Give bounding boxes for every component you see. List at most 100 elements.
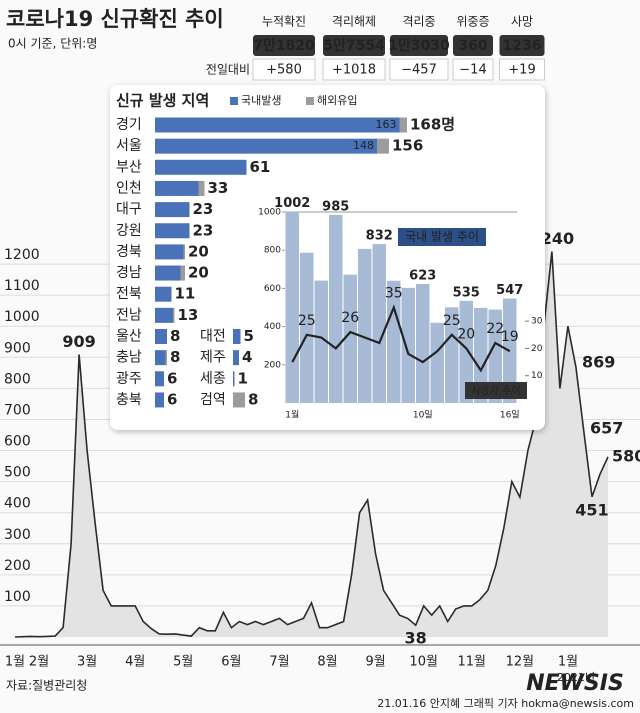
stat-box: [453, 35, 493, 56]
category-label: 경북: [116, 244, 142, 260]
category-label: 충북: [116, 392, 142, 408]
y2-tick-label: 10: [531, 371, 543, 381]
total-label: 20: [188, 242, 209, 260]
y-tick-label: 400: [4, 496, 31, 512]
series-tag-box: [398, 228, 486, 246]
bar: [416, 284, 430, 403]
x-tick-label: 1월: [285, 409, 299, 421]
bar-value-label: 163: [376, 118, 397, 131]
bar-value-label: 535: [453, 285, 480, 300]
x-tick-label: 16일: [500, 410, 520, 421]
y-tick-label: 1000: [4, 309, 40, 325]
x-tick-label: 11월: [458, 655, 487, 670]
total-label: 5: [244, 327, 254, 345]
category-label: 대전: [200, 329, 226, 345]
x-tick-label: 5월: [173, 655, 193, 670]
death-value-label: 35: [385, 286, 403, 302]
category-label: 경남: [116, 265, 142, 281]
series-tag-box: [465, 382, 527, 399]
bar: [372, 244, 386, 403]
category-label: 제주: [200, 350, 226, 366]
x-tick-label: 4월: [125, 655, 145, 670]
y-tick-label: 500: [4, 465, 31, 481]
total-label: 6: [167, 390, 177, 408]
bar: [343, 274, 357, 403]
stat-header: 사망: [511, 15, 533, 29]
category-label: 울산: [116, 329, 142, 345]
legend-swatch: [306, 97, 314, 105]
bar: [401, 287, 415, 403]
total-label: 156: [392, 137, 423, 155]
x-tick-label: 10일: [413, 410, 433, 421]
series-tag: 국내 발생 추이: [405, 230, 479, 244]
bar-segment: [233, 371, 235, 387]
category-label: 서울: [116, 138, 142, 154]
x-tick-label: 8월: [317, 655, 337, 670]
x-tick-label: 1월: [558, 655, 578, 670]
bar-segment: [183, 244, 185, 260]
bar-segment: [377, 138, 389, 154]
stat-header: 위중증: [456, 15, 489, 29]
bar-value-label: 623: [409, 269, 436, 284]
total-label: 8: [248, 390, 258, 408]
total-label: 20: [188, 264, 209, 282]
bar-segment: [155, 265, 181, 281]
x-tick-label: 3월: [77, 655, 97, 670]
category-label: 인천: [116, 180, 142, 196]
bar-segment: [155, 307, 173, 323]
x-tick-label: 9월: [365, 655, 385, 670]
stat-value: 360: [458, 38, 487, 54]
bar-segment: [155, 350, 166, 366]
stat-change: +19: [508, 63, 535, 78]
total-label: 23: [193, 200, 214, 218]
total-label: 8: [170, 327, 180, 345]
series-tag: 사망자 추이: [471, 385, 520, 397]
bar-segment: [155, 329, 167, 344]
value-label: 451: [575, 500, 608, 519]
y-tick-label: 400: [264, 322, 281, 332]
value-label: 580: [612, 446, 640, 465]
change-box: [499, 58, 545, 81]
death-value-label: 26: [341, 310, 359, 326]
bar: [430, 322, 444, 403]
year-label: 2021년: [557, 671, 595, 684]
y-tick-label: 1200: [4, 247, 40, 263]
y-tick-label: 1100: [4, 278, 40, 294]
change-box: [389, 58, 449, 81]
legend-swatch: [230, 97, 238, 105]
title: 코로나19 신규확진 추이: [6, 7, 224, 31]
value-label: 869: [582, 352, 615, 371]
bar-segment: [155, 202, 190, 218]
credit: 21.01.16 안지혜 그래픽 기자 hokma@newsis.com: [377, 697, 634, 710]
total-label: 6: [167, 369, 177, 387]
bar-segment: [233, 350, 239, 366]
line: [14, 251, 609, 638]
source: 자료:질병관리청: [6, 679, 87, 693]
bar-segment: [155, 159, 247, 175]
inset-chart: 200 400 600 800 1000 10 20 30 1002 985 832 623 535 54…: [258, 196, 543, 420]
stat-change: −14: [459, 63, 486, 78]
category-label: 충남: [116, 350, 142, 366]
bar-segment: [233, 392, 245, 408]
category-label: 대구: [116, 202, 142, 218]
bar: [300, 252, 314, 403]
value-label: 909: [62, 332, 95, 351]
value-label: 38: [405, 629, 427, 648]
bar: [459, 300, 473, 403]
x-tick-label: 2월: [29, 655, 49, 670]
bar-segment: [155, 138, 377, 154]
total-label: 8: [170, 348, 180, 366]
y-tick-label: 800: [264, 246, 281, 256]
total-label: 168명: [410, 116, 455, 134]
death-value-label: 25: [298, 313, 316, 329]
stat-header: 누적확진: [262, 15, 306, 29]
y-tick-label: 600: [264, 284, 281, 294]
bar: [285, 211, 299, 403]
bar-segment: [155, 180, 199, 196]
bar-value-label: 148: [353, 139, 374, 152]
legend-label: 국내발생: [241, 94, 281, 107]
total-label: 33: [208, 179, 229, 197]
stat-change: +580: [266, 63, 302, 78]
category-label: 검역: [200, 392, 226, 408]
